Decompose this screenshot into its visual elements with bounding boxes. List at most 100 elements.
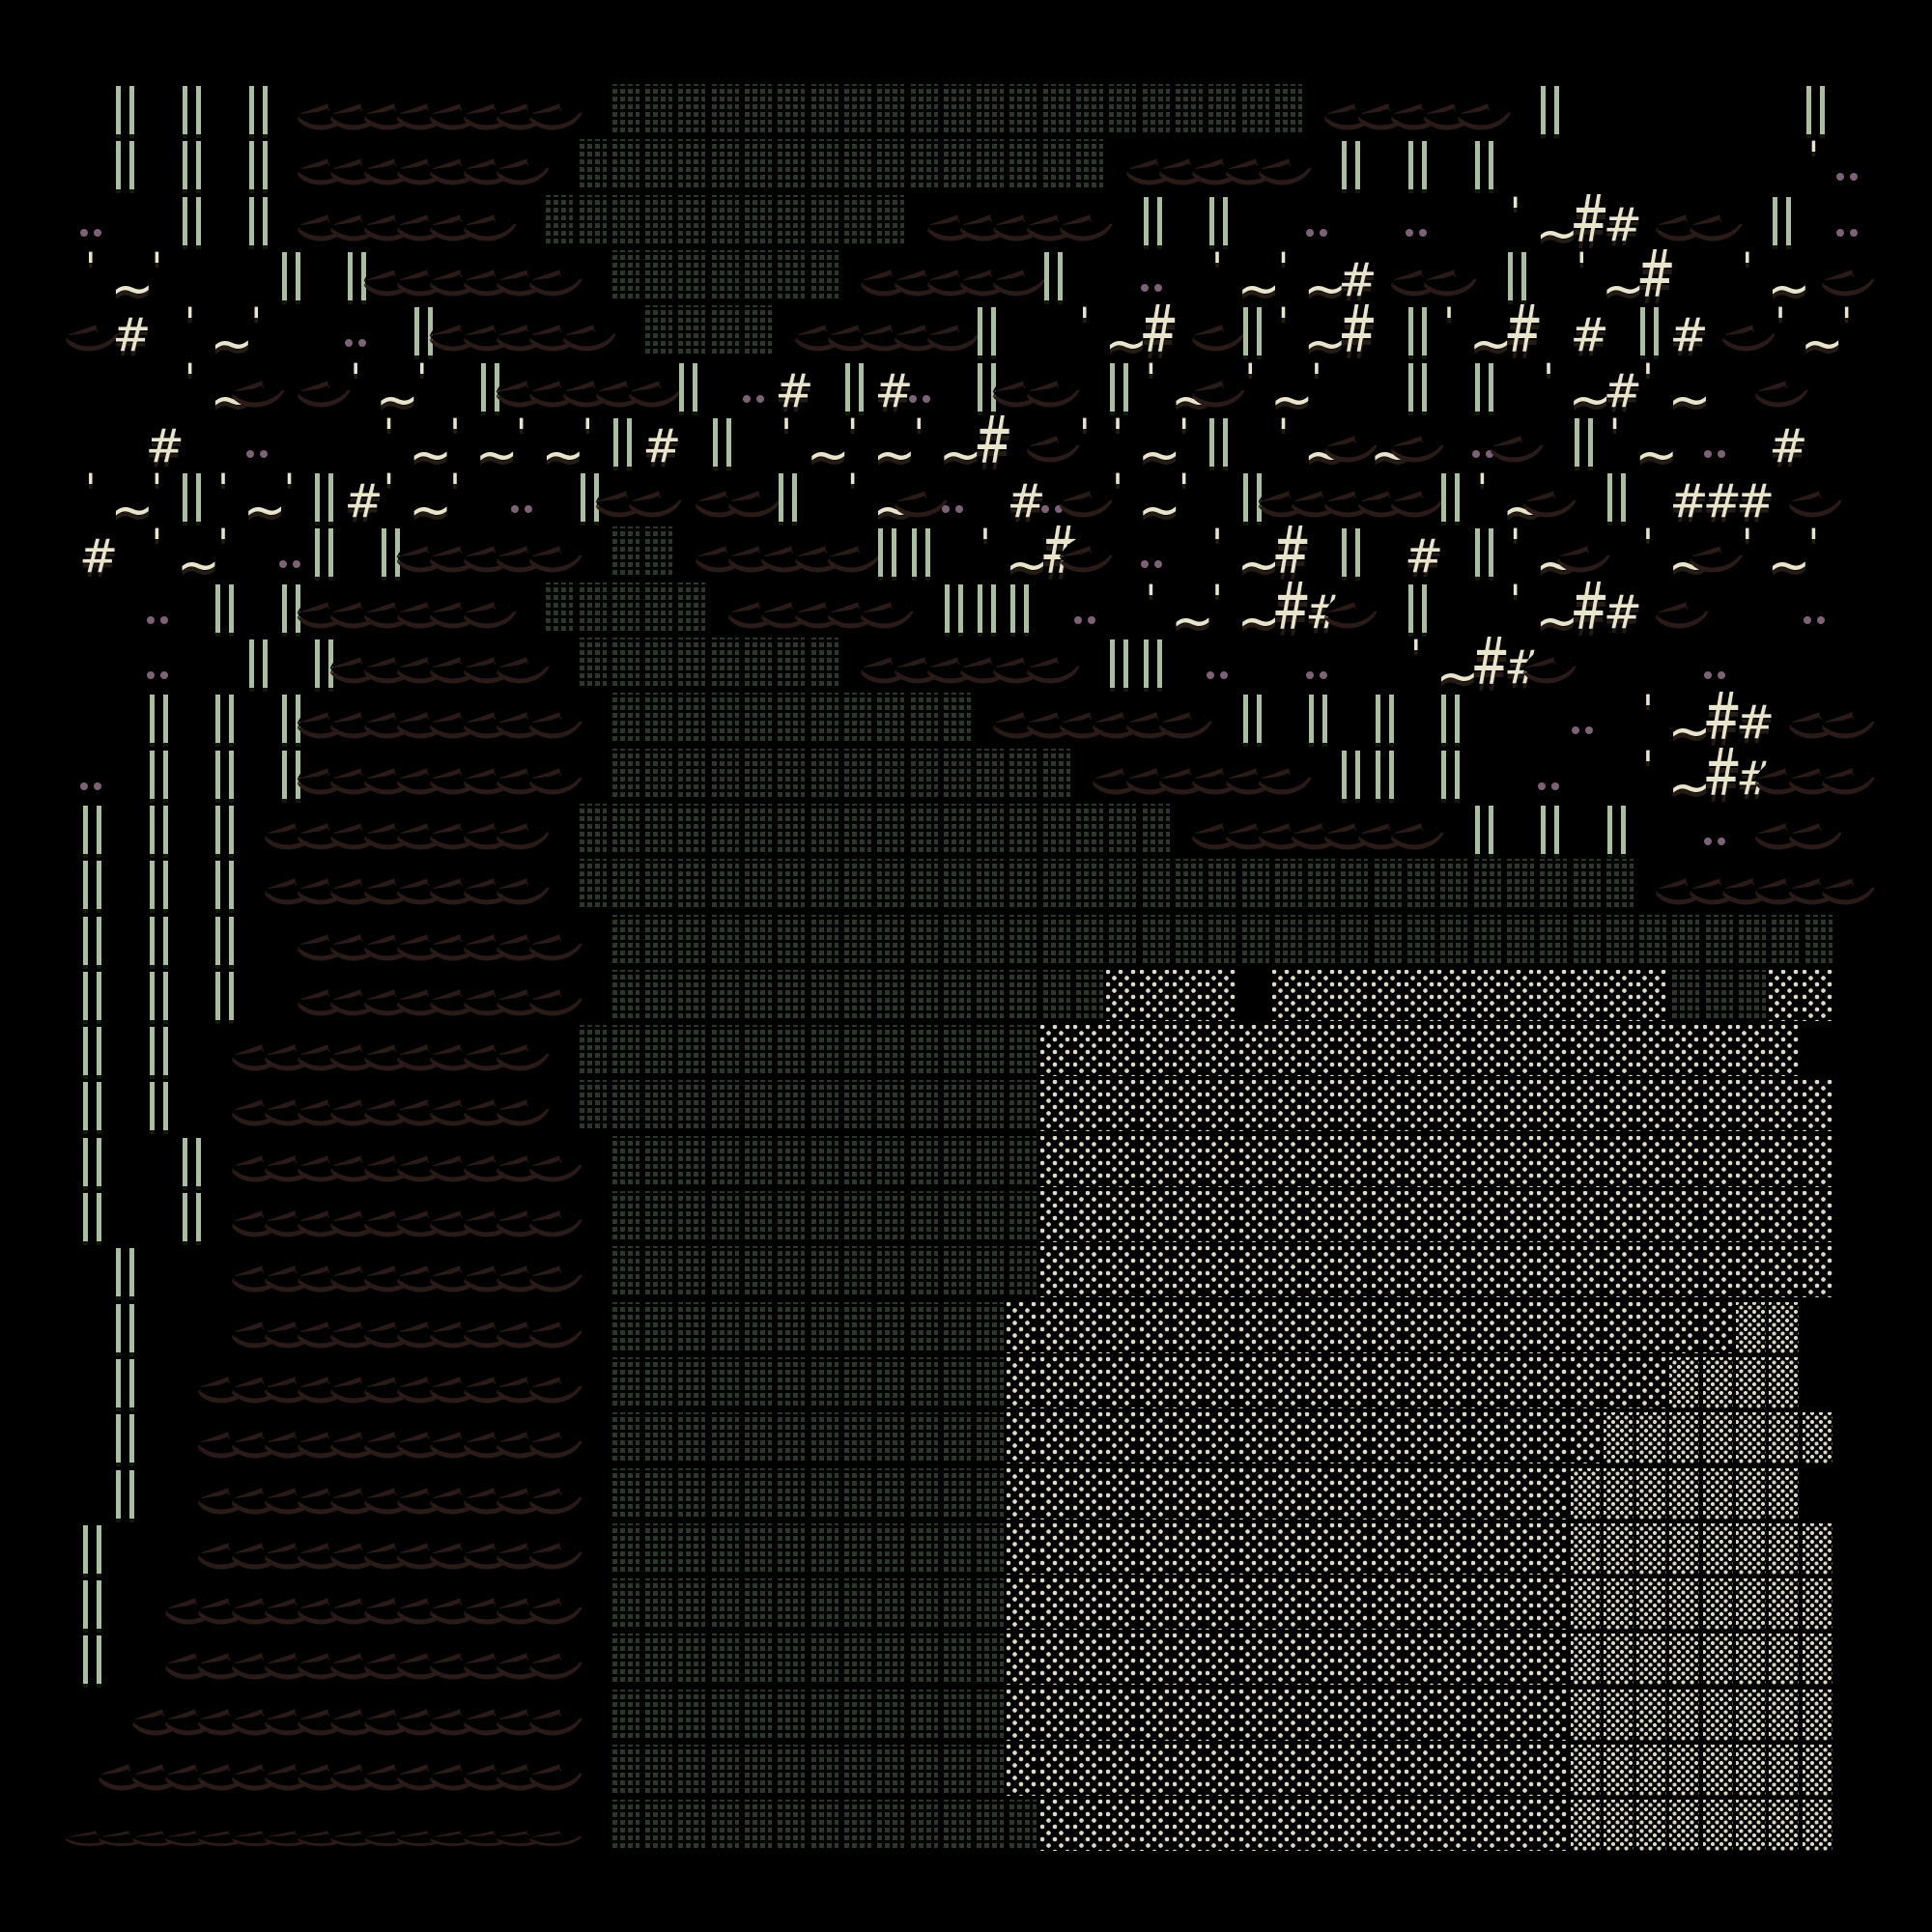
double-bar-glyph <box>215 916 235 965</box>
double-bar-glyph <box>116 86 135 134</box>
dark-dither-block <box>675 1246 706 1298</box>
eye-icon <box>839 525 873 580</box>
dark-dither-block <box>742 914 772 966</box>
dark-dither-block <box>1073 139 1103 191</box>
light-dot-block <box>1139 1634 1170 1686</box>
double-bar-glyph <box>1242 695 1262 744</box>
light-dot-block <box>1206 1025 1236 1077</box>
light-dot-block <box>1603 1191 1634 1242</box>
light-dot-block <box>1636 1135 1667 1187</box>
dark-dither-block <box>708 1301 739 1353</box>
quote-glyph: ' <box>1079 298 1091 347</box>
dark-dither-block <box>675 1578 706 1631</box>
dense-dot-block <box>1702 1467 1733 1520</box>
dark-dither-block <box>642 748 673 800</box>
dense-dot-block <box>1769 1800 1800 1852</box>
dark-dither-block <box>675 638 706 689</box>
dark-dither-block <box>1139 803 1170 855</box>
light-dot-block <box>1073 1191 1103 1242</box>
dark-dither-block <box>808 1634 838 1686</box>
tilde-glyph: ~ <box>242 479 287 541</box>
dark-dither-block <box>708 1745 739 1796</box>
dark-dither-block <box>742 1634 772 1686</box>
eye-icon <box>309 359 343 414</box>
light-dot-block <box>1073 1135 1103 1187</box>
hash-glyph: # <box>1669 308 1709 363</box>
light-dot-block <box>1702 1025 1733 1077</box>
dark-dither-block <box>609 1135 639 1187</box>
light-dot-block <box>1371 969 1402 1021</box>
dark-dither-block <box>775 1634 806 1686</box>
dark-dither-block <box>874 84 905 135</box>
light-dot-block <box>1172 1356 1203 1408</box>
eye-icon <box>541 82 575 137</box>
light-dot-block <box>1437 1634 1468 1686</box>
dark-dither-block <box>1702 969 1733 1021</box>
light-dot-block <box>1238 1301 1269 1353</box>
dark-dither-block <box>940 1135 971 1187</box>
dense-dot-block <box>1736 1412 1766 1464</box>
light-dot-block <box>1271 1080 1302 1132</box>
dark-dither-block <box>907 1578 938 1631</box>
dark-dither-block <box>576 582 607 634</box>
light-dot-block <box>1405 1467 1435 1520</box>
dark-dither-block <box>940 1689 971 1741</box>
dark-dither-block <box>940 1578 971 1631</box>
dark-dither-block <box>742 1356 772 1408</box>
light-dot-block <box>1039 1080 1070 1132</box>
dark-dither-block <box>675 1025 706 1077</box>
light-dot-block <box>1206 1467 1236 1520</box>
quote-glyph: ' <box>1079 409 1091 457</box>
light-dot-block <box>1669 1080 1700 1132</box>
dark-dither-block <box>775 1356 806 1408</box>
eye-icon <box>541 1688 575 1743</box>
light-dot-block <box>1669 1135 1700 1187</box>
light-dot-block <box>1405 1800 1435 1852</box>
light-dot-block <box>1305 1191 1336 1242</box>
quote-glyph: ' <box>1112 409 1123 457</box>
double-dot-glyph <box>906 359 940 414</box>
light-dot-block <box>1139 1025 1170 1077</box>
light-dot-block <box>1338 1191 1369 1242</box>
eye-icon <box>541 968 575 1023</box>
double-dot-glyph <box>1833 137 1867 192</box>
dark-dither-block <box>1636 914 1667 966</box>
eye-icon <box>640 359 674 414</box>
dark-dither-block <box>1537 859 1568 911</box>
eye-icon <box>541 1798 575 1853</box>
light-dot-block <box>1470 1689 1501 1741</box>
dark-dither-block <box>775 1191 806 1242</box>
light-dot-block <box>1405 1522 1435 1575</box>
dark-dither-block <box>808 1356 838 1408</box>
light-dot-block <box>1371 1135 1402 1187</box>
light-dot-block <box>1769 1080 1800 1132</box>
dark-dither-block <box>675 859 706 911</box>
double-bar-glyph <box>116 1248 135 1297</box>
dark-dither-block <box>775 139 806 191</box>
quote-glyph: ' <box>151 520 163 568</box>
light-dot-block <box>1139 1745 1170 1796</box>
light-dot-block <box>1371 1412 1402 1464</box>
dark-dither-block <box>874 1522 905 1575</box>
quote-glyph: ' <box>1476 465 1489 513</box>
dark-dither-block <box>808 914 838 966</box>
dense-dot-block <box>1636 1467 1667 1520</box>
light-dot-block <box>1570 969 1601 1021</box>
light-dot-block <box>1470 1025 1501 1077</box>
light-dot-block <box>1802 1080 1833 1132</box>
hash-glyph: # <box>1603 584 1643 639</box>
quote-glyph: ' <box>383 409 395 457</box>
dark-dither-block <box>642 638 673 689</box>
double-bar-glyph <box>83 1027 101 1076</box>
dark-dither-block <box>907 693 938 745</box>
light-dot-block <box>1039 1745 1070 1796</box>
light-dot-block <box>1338 1135 1369 1187</box>
dark-dither-block <box>874 914 905 966</box>
light-dot-block <box>1437 1578 1468 1631</box>
dark-dither-block <box>808 84 838 135</box>
light-dot-block <box>1338 1578 1369 1631</box>
dark-dither-block <box>576 859 607 911</box>
double-bar-glyph <box>83 805 101 854</box>
light-dot-block <box>1503 1689 1534 1741</box>
light-dot-block <box>1736 1025 1766 1077</box>
